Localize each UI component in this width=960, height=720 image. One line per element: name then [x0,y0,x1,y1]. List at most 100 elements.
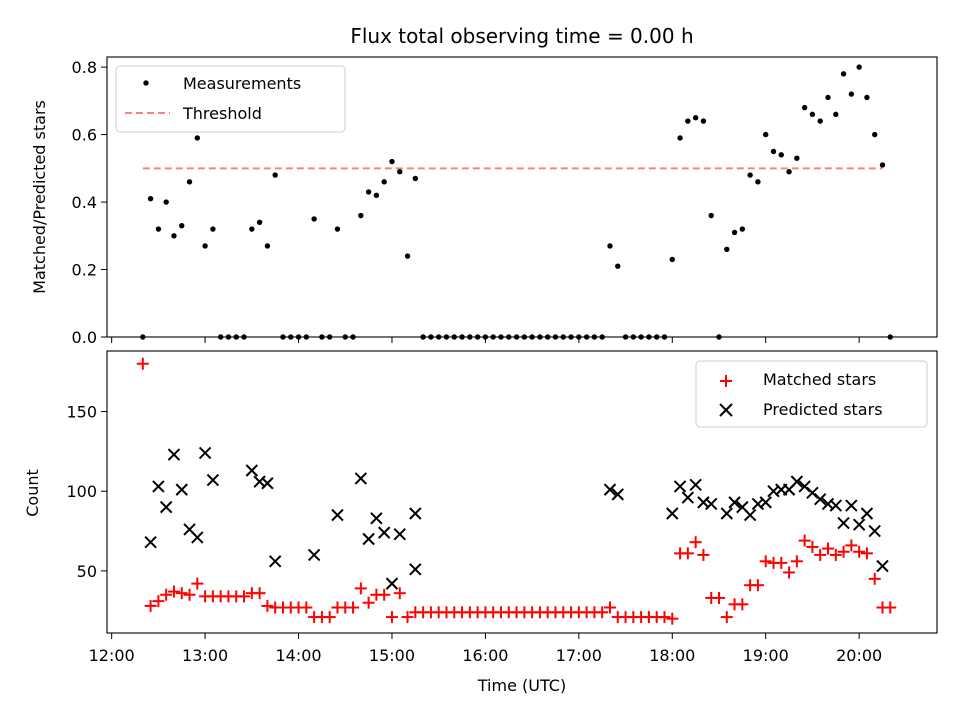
measurement-point [256,219,263,226]
predicted-point [307,548,321,562]
top-chart-title: Flux total observing time = 0.00 h [350,24,693,48]
legend-measurements-marker [143,80,149,86]
top-y-tick-label: 0.0 [72,328,97,347]
matched-point [775,556,788,569]
measurement-point [249,226,255,232]
predicted-point [191,531,204,544]
bottom-x-tick-label: 17:00 [556,646,602,665]
matched-point [144,599,157,612]
measurement-point [179,222,185,229]
matched-point [354,582,367,595]
measurement-point [864,94,870,101]
bottom-x-tick-label: 14:00 [275,646,321,665]
legend-threshold-label: Threshold [182,104,262,123]
bottom-plot-marks [136,357,897,625]
predicted-point [681,491,695,504]
top-plot-marks [140,64,893,340]
predicted-point [167,448,181,461]
predicted-point [814,492,827,506]
bottom-x-tick-label: 13:00 [182,646,228,665]
matched-point [253,587,266,600]
top-legend-box [115,65,346,133]
matched-point [175,587,188,600]
predicted-point [603,483,617,496]
matched-point [191,577,204,590]
matched-point [751,579,764,592]
measurement-point [848,91,855,97]
predicted-point [728,496,741,509]
predicted-point [860,507,874,520]
matched-point [697,548,710,561]
measurement-point [833,111,839,118]
measurement-point [163,199,169,205]
measurement-point [615,263,621,269]
matched-point [596,606,609,619]
matched-point [385,611,398,624]
matched-point [261,599,274,612]
top-plot-frame [106,56,938,338]
matched-point [853,545,866,558]
measurement-point [763,131,769,138]
bottom-y-axis: 50 100 150 [66,403,107,581]
bottom-y-tick-label: 50 [77,562,97,581]
predicted-point [385,577,399,590]
bottom-legend: Matched stars Predicted stars [695,360,928,428]
top-panel: 0.00.20.40.60.8 Matched/Predicted stars … [30,56,938,347]
matched-point [238,590,251,603]
matched-point [603,601,616,614]
bottom-x-tick-label: 16:00 [462,646,508,665]
measurement-point [373,192,380,199]
matched-point [152,595,165,608]
matched-point [160,588,173,601]
predicted-point [837,516,850,530]
measurement-point [755,179,761,185]
bottom-x-tick-label: 15:00 [369,646,415,665]
matched-point [689,536,702,549]
matched-point [401,611,414,624]
measurement-point [202,243,208,249]
predicted-point [393,528,406,541]
matched-point [681,547,694,560]
matched-point [860,547,873,560]
predicted-point [845,499,858,512]
matched-point [300,601,313,614]
matched-point [666,612,679,625]
predicted-point [206,473,220,487]
measurement-point [809,111,816,118]
matched-point [759,555,772,568]
bottom-x-tick-label: 12:00 [89,646,135,665]
bottom-legend-box [695,360,928,428]
matched-point [783,566,796,579]
matched-point [884,601,897,614]
matched-point [393,587,406,600]
matched-point [790,555,803,568]
predicted-point [362,532,375,546]
predicted-point [261,477,274,490]
legend-matched-marker [720,375,732,387]
matched-point [362,596,375,609]
matched-point [814,548,827,561]
predicted-point [704,497,718,511]
bottom-x-tick-label: 19:00 [743,646,789,665]
matched-point [736,598,749,611]
predicted-point [673,480,687,493]
measurement-point [412,175,419,182]
predicted-point [743,508,757,522]
measurement-point [801,104,808,111]
bottom-x-axis-label: Time (UTC) [477,676,566,695]
matched-point [167,585,180,598]
matched-point [658,611,671,624]
measurement-point [739,226,746,232]
measurement-point [404,253,411,259]
measurement-point [389,158,395,165]
measurement-point [397,168,403,175]
predicted-point [759,496,772,509]
top-y-tick-label: 0.4 [72,193,97,212]
bottom-x-axis: 12:00 13:00 14:00 15:00 16:00 17:00 18:00 19:00… [89,633,882,665]
matched-point [183,588,196,601]
predicted-point [268,555,282,568]
bottom-x-tick-label: 20:00 [836,646,882,665]
top-y-tick-label: 0.8 [72,58,97,77]
